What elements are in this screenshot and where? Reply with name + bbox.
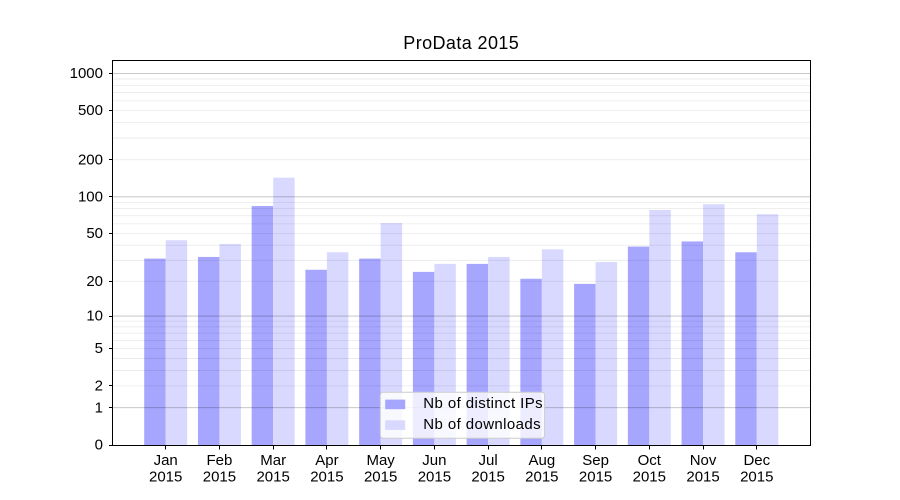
svg-text:Mar: Mar bbox=[260, 452, 286, 469]
svg-text:2015: 2015 bbox=[633, 469, 666, 486]
svg-text:Sep: Sep bbox=[582, 452, 609, 469]
svg-text:May: May bbox=[366, 452, 395, 469]
svg-text:Jun: Jun bbox=[422, 452, 446, 469]
svg-text:Nov: Nov bbox=[690, 452, 717, 469]
svg-text:500: 500 bbox=[78, 102, 103, 119]
svg-text:ProData 2015: ProData 2015 bbox=[403, 33, 519, 53]
svg-text:2015: 2015 bbox=[740, 469, 773, 486]
svg-text:2015: 2015 bbox=[256, 469, 289, 486]
svg-text:2015: 2015 bbox=[686, 469, 719, 486]
svg-text:Jan: Jan bbox=[154, 452, 178, 469]
svg-text:20: 20 bbox=[86, 273, 103, 290]
svg-text:2015: 2015 bbox=[579, 469, 612, 486]
svg-text:2015: 2015 bbox=[310, 469, 343, 486]
svg-text:Apr: Apr bbox=[315, 452, 338, 469]
svg-text:1000: 1000 bbox=[70, 65, 103, 82]
svg-text:Nb of downloads: Nb of downloads bbox=[423, 416, 541, 433]
svg-text:Nb of distinct IPs: Nb of distinct IPs bbox=[423, 395, 543, 412]
svg-text:2015: 2015 bbox=[525, 469, 558, 486]
svg-text:1: 1 bbox=[95, 399, 103, 416]
svg-text:Dec: Dec bbox=[743, 452, 770, 469]
svg-text:200: 200 bbox=[78, 151, 103, 168]
svg-text:Feb: Feb bbox=[207, 452, 233, 469]
svg-text:2015: 2015 bbox=[364, 469, 397, 486]
svg-text:Oct: Oct bbox=[638, 452, 662, 469]
svg-text:2015: 2015 bbox=[471, 469, 504, 486]
svg-text:2015: 2015 bbox=[203, 469, 236, 486]
svg-text:0: 0 bbox=[95, 437, 103, 454]
svg-text:10: 10 bbox=[86, 308, 103, 325]
svg-text:5: 5 bbox=[95, 340, 103, 357]
svg-text:2015: 2015 bbox=[418, 469, 451, 486]
svg-text:2: 2 bbox=[95, 378, 103, 395]
svg-text:50: 50 bbox=[86, 225, 103, 242]
svg-text:100: 100 bbox=[78, 188, 103, 205]
svg-text:2015: 2015 bbox=[149, 469, 182, 486]
svg-text:Aug: Aug bbox=[528, 452, 555, 469]
svg-text:Jul: Jul bbox=[479, 452, 498, 469]
